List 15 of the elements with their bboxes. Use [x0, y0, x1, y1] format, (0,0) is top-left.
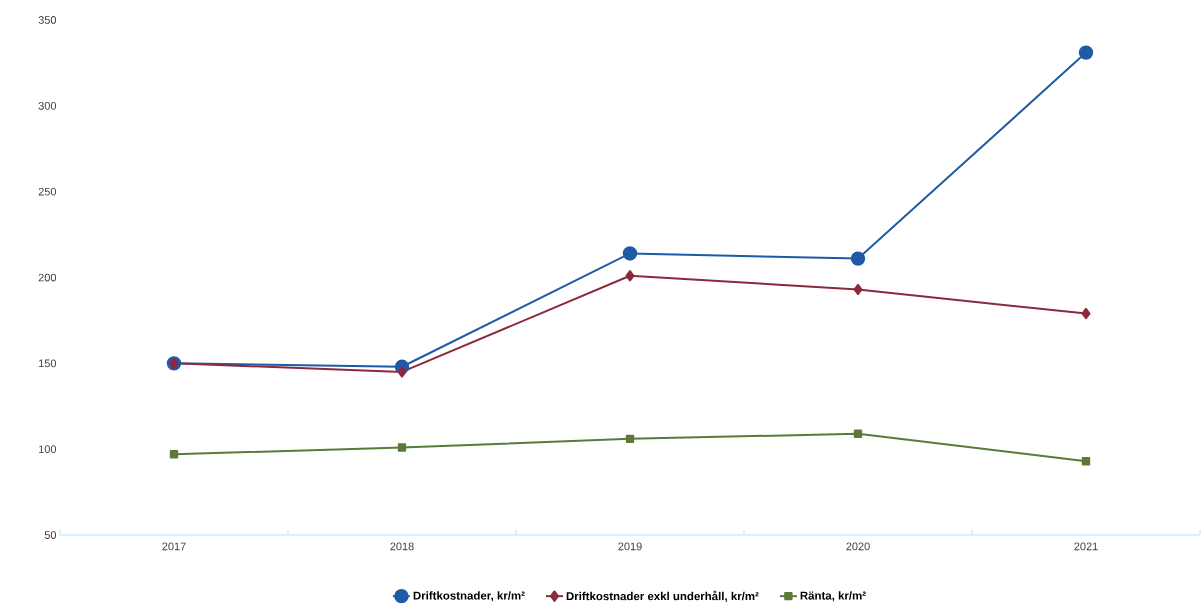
y-tick-label: 150: [39, 359, 57, 368]
x-tick-label: 2017: [162, 542, 186, 551]
y-tick-label: 200: [38, 273, 57, 282]
x-tick-label: 2021: [1074, 542, 1098, 551]
legend-label: Driftkostnader exkl underhåll, kr/m²: [566, 590, 759, 603]
legend-label: Driftkostnader, kr/m²: [413, 591, 525, 602]
x-tick-label: 2019: [618, 542, 642, 551]
y-tick-label: 300: [38, 102, 57, 110]
legend-label: Ränta, kr/m²: [800, 591, 866, 602]
x-tick-label: 2020: [846, 542, 870, 551]
y-tick-label: 250: [38, 188, 57, 196]
y-tick-label: 100: [39, 445, 57, 454]
x-tick-label: 2018: [390, 542, 414, 551]
y-tick-label: 350: [38, 16, 57, 25]
y-tick-label: 50: [44, 531, 57, 540]
